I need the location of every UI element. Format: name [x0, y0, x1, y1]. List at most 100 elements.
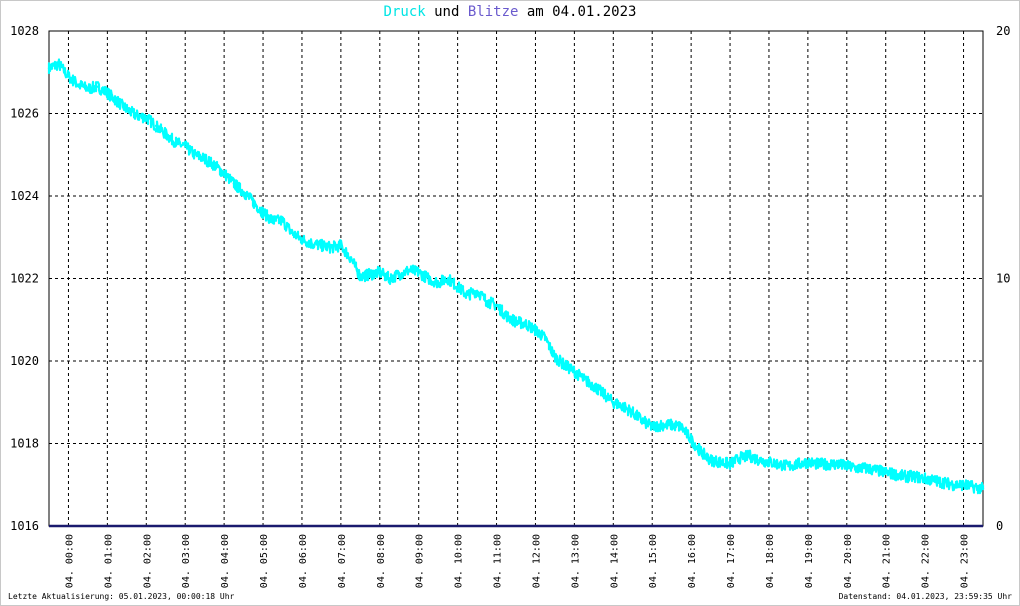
data-point-druck — [699, 450, 703, 453]
data-point-druck — [670, 423, 673, 427]
data-point-druck — [787, 464, 790, 468]
data-point-druck — [505, 314, 508, 317]
x-tick-label: 04. 19:00 — [804, 534, 815, 588]
data-point-druck — [796, 462, 800, 466]
x-tick-label: 04. 02:00 — [142, 534, 153, 588]
data-point-druck — [388, 277, 391, 280]
y-right-tick-label: 10 — [996, 272, 1010, 286]
data-point-druck — [514, 320, 518, 324]
data-point-druck — [855, 467, 858, 470]
x-tick-label: 04. 13:00 — [570, 534, 581, 588]
title-und: und — [425, 4, 468, 20]
data-point-druck — [242, 190, 245, 194]
x-tick-label: 04. 03:00 — [181, 534, 192, 588]
x-tick-label: 04. 14:00 — [609, 534, 620, 588]
data-point-druck — [427, 277, 430, 280]
data-point-druck — [47, 66, 51, 70]
data-point-druck — [777, 462, 780, 466]
data-point-druck — [631, 411, 634, 414]
data-point-druck — [378, 271, 381, 274]
data-point-druck — [534, 328, 537, 332]
footer-data-status: Datenstand: 04.01.2023, 23:59:35 Uhr — [838, 592, 1012, 601]
data-point-druck — [865, 467, 868, 470]
data-point-druck — [232, 182, 236, 185]
data-point-druck — [981, 487, 985, 491]
data-point-druck — [320, 244, 323, 247]
data-point-druck — [291, 231, 294, 235]
data-point-druck — [592, 384, 596, 387]
data-point-druck — [923, 477, 926, 480]
data-point-druck — [193, 153, 197, 156]
data-point-druck — [96, 85, 99, 88]
y-left-tick-label: 1020 — [10, 354, 39, 368]
data-point-druck — [942, 481, 946, 484]
data-point-druck — [660, 423, 664, 427]
x-tick-label: 04. 04:00 — [220, 534, 231, 588]
data-point-druck — [874, 469, 878, 472]
data-point-druck — [407, 269, 411, 272]
data-point-druck — [76, 83, 80, 86]
data-point-druck — [884, 471, 887, 474]
x-tick-label: 04. 22:00 — [921, 534, 932, 588]
title-blitze: Blitze — [467, 4, 519, 20]
data-point-druck — [972, 485, 975, 489]
data-point-druck — [641, 419, 644, 423]
data-point-druck — [738, 456, 741, 460]
y-left-tick-label: 1018 — [10, 437, 39, 451]
y-left-tick-label: 1026 — [10, 107, 39, 121]
data-point-druck — [728, 462, 732, 466]
data-point-druck — [612, 401, 615, 404]
data-point-druck — [758, 458, 761, 462]
data-point-druck — [767, 460, 771, 464]
title-date: am 04.01.2023 — [518, 4, 637, 20]
y-left-tick-label: 1028 — [10, 24, 39, 38]
data-point-druck — [125, 108, 129, 111]
x-tick-label: 04. 00:00 — [64, 534, 75, 588]
data-point-druck — [222, 172, 226, 175]
y-left-tick-label: 1022 — [10, 272, 39, 286]
data-point-druck — [680, 425, 683, 429]
data-point-druck — [456, 285, 459, 288]
data-point-druck — [524, 322, 527, 326]
data-point-druck — [359, 275, 362, 278]
data-point-druck — [602, 392, 605, 396]
x-tick-label: 04. 23:00 — [960, 534, 971, 588]
data-point-druck — [57, 62, 60, 66]
chart-title: Druck und Blitze am 04.01.2023 — [0, 4, 1020, 20]
y-left-tick-label: 1016 — [10, 519, 39, 533]
data-point-druck — [466, 293, 469, 297]
data-point-druck — [417, 271, 420, 274]
data-point-druck — [845, 464, 848, 468]
y-right-tick-label: 20 — [996, 24, 1010, 38]
footer-last-update: Letzte Aktualisierung: 05.01.2023, 00:00… — [8, 592, 235, 601]
data-point-druck — [709, 458, 712, 462]
data-point-druck — [952, 483, 956, 486]
data-point-druck — [135, 114, 138, 117]
data-point-druck — [349, 256, 352, 260]
data-point-druck — [184, 145, 187, 148]
data-point-druck — [475, 289, 479, 293]
x-tick-label: 04. 07:00 — [337, 534, 348, 588]
x-tick-label: 04. 11:00 — [493, 534, 504, 588]
x-tick-label: 04. 06:00 — [298, 534, 309, 588]
y-left-tick-label: 1024 — [10, 189, 39, 203]
data-point-druck — [719, 460, 722, 464]
data-point-druck — [174, 141, 177, 144]
data-point-druck — [903, 475, 907, 478]
data-point-druck — [806, 460, 810, 464]
data-point-druck — [495, 304, 498, 307]
x-tick-label: 04. 01:00 — [103, 534, 114, 588]
x-tick-label: 04. 05:00 — [259, 534, 270, 588]
data-point-druck — [252, 200, 255, 204]
data-point-druck — [67, 75, 70, 78]
x-tick-label: 04. 15:00 — [648, 534, 659, 588]
data-point-druck — [816, 462, 819, 466]
data-point-druck — [203, 157, 206, 161]
data-point-druck — [894, 473, 897, 476]
data-point-druck — [835, 462, 839, 466]
data-point-druck — [913, 475, 917, 478]
data-point-druck — [651, 425, 654, 429]
y-right-tick-label: 0 — [996, 519, 1003, 533]
data-point-druck — [339, 244, 343, 247]
